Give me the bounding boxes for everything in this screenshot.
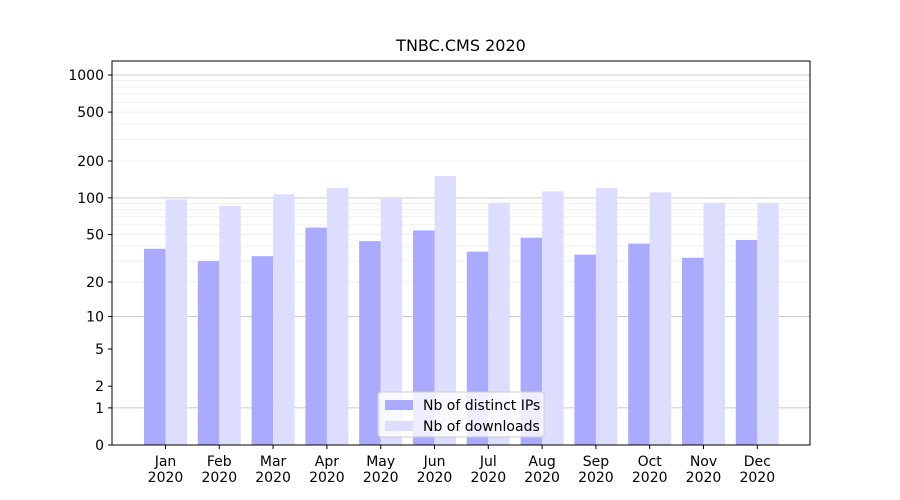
x-tick-label: Aug 2020 — [524, 454, 560, 486]
y-tick-label: 20 — [86, 275, 104, 291]
x-tick-label: Oct 2020 — [632, 454, 668, 486]
plot-frame — [111, 60, 811, 446]
bar-nb-of-downloads-5 — [434, 175, 456, 445]
legend-swatch — [385, 400, 413, 410]
y-tick-label: 100 — [77, 191, 104, 207]
bar-nb-of-distinct-ips-3 — [305, 227, 327, 445]
bar-nb-of-distinct-ips-11 — [735, 239, 758, 445]
x-tick-label: Jul 2020 — [470, 454, 506, 486]
legend-box — [377, 391, 545, 438]
x-tick-label: Nov 2020 — [686, 454, 722, 486]
y-tick-label: 200 — [77, 154, 104, 170]
bar-nb-of-distinct-ips-1 — [197, 261, 220, 445]
x-tick-label: Jun 2020 — [417, 454, 453, 486]
y-tick-label: 1 — [95, 401, 104, 417]
chart-title: TNBC.CMS 2020 — [395, 36, 526, 55]
bar-nb-of-downloads-9 — [649, 192, 672, 445]
bar-nb-of-downloads-2 — [273, 194, 295, 445]
legend-swatch — [385, 421, 413, 431]
x-tick-label: Jan 2020 — [148, 454, 184, 486]
legend-label: Nb of downloads — [423, 419, 540, 435]
x-tick-label: Sep 2020 — [578, 454, 614, 486]
bar-nb-of-distinct-ips-10 — [682, 257, 704, 445]
y-tick-label: 5 — [95, 342, 104, 358]
bar-nb-of-downloads-3 — [326, 187, 349, 445]
y-tick-label: 500 — [77, 105, 104, 121]
bar-nb-of-downloads-8 — [595, 188, 618, 445]
bar-nb-of-downloads-6 — [488, 202, 510, 445]
bar-nb-of-downloads-1 — [219, 205, 241, 445]
bar-nb-of-distinct-ips-4 — [359, 241, 381, 445]
bars — [144, 175, 779, 445]
x-tick-label: May 2020 — [363, 454, 399, 486]
bar-nb-of-downloads-7 — [542, 191, 564, 445]
x-axis: Jan 2020 Feb 2020 Mar 2020 Apr 2020 May 2020 Jun 20… — [148, 445, 775, 486]
x-tick-label: Feb 2020 — [201, 454, 237, 486]
y-axis: 0 1 2 5 10 20 50 100 200 500 1000 — [68, 68, 112, 454]
bar-nb-of-downloads-10 — [703, 202, 725, 445]
y-tick-label: 50 — [86, 227, 104, 243]
y-tick-label: 0 — [95, 438, 104, 454]
legend-label: Nb of distinct IPs — [423, 398, 540, 414]
y-tick-label: 1000 — [68, 68, 104, 84]
bar-nb-of-downloads-0 — [165, 199, 187, 445]
x-tick-label: Dec 2020 — [739, 454, 775, 486]
y-tick-label: 10 — [86, 310, 104, 326]
bar-nb-of-distinct-ips-5 — [413, 230, 435, 445]
bar-nb-of-distinct-ips-8 — [574, 254, 596, 445]
bar-nb-of-downloads-11 — [757, 202, 779, 445]
y-tick-label: 2 — [95, 379, 104, 395]
bar-nb-of-distinct-ips-0 — [144, 248, 166, 445]
legend: Nb of distinct IPs Nb of downloads — [377, 391, 545, 438]
bar-nb-of-distinct-ips-2 — [251, 256, 274, 445]
bar-nb-of-downloads-4 — [380, 197, 403, 445]
bar-nb-of-distinct-ips-9 — [628, 243, 650, 445]
x-tick-label: Mar 2020 — [255, 454, 291, 486]
x-tick-label: Apr 2020 — [309, 454, 345, 486]
